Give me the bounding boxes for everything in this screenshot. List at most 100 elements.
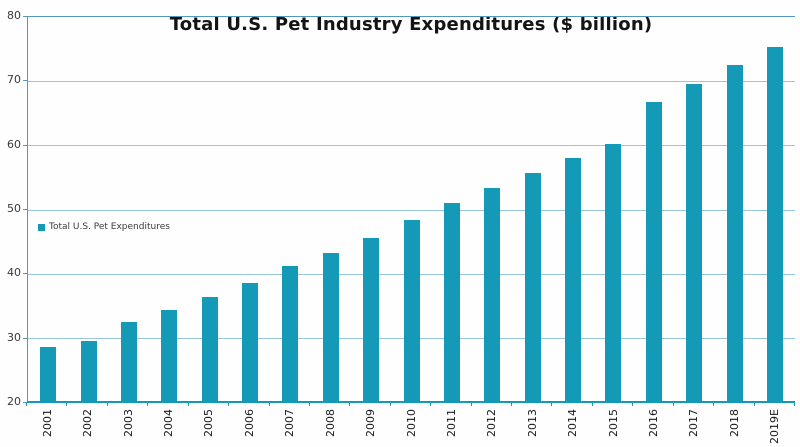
chart-title: Total U.S. Pet Industry Expenditures ($ …	[169, 14, 653, 35]
legend: Total U.S. Pet Expenditures	[38, 222, 170, 232]
y-tick-label: 80	[7, 9, 21, 22]
x-tick-mark	[430, 402, 432, 406]
bar-cell	[674, 17, 714, 402]
x-label-cell: 2002	[67, 409, 107, 447]
x-tick-label: 2007	[283, 409, 297, 437]
bar-cell	[513, 17, 553, 402]
x-tick-label: 2011	[444, 409, 458, 437]
gridline	[28, 209, 795, 211]
bar-cell	[311, 17, 351, 402]
y-tick-label: 60	[7, 137, 21, 151]
gridline	[28, 81, 795, 83]
x-tick-mark	[672, 402, 674, 406]
x-label-cell: 2005	[189, 409, 229, 447]
x-tick-label: 2008	[323, 409, 337, 437]
x-label-cell: 2019E	[755, 409, 795, 447]
x-tick-mark	[713, 402, 715, 406]
x-label-cell: 2007	[270, 409, 310, 447]
x-tick-mark	[106, 402, 108, 406]
x-label-cell: 2009	[350, 409, 390, 447]
x-axis-tick-marks	[26, 402, 795, 407]
y-tick-label: 70	[7, 73, 21, 87]
bar	[322, 253, 339, 402]
bar-cell	[472, 17, 512, 402]
x-label-cell: 2003	[108, 409, 148, 447]
bar	[242, 283, 259, 402]
x-tick-label: 2003	[121, 409, 135, 437]
y-tick-label: 20	[7, 395, 21, 408]
bar-cell	[28, 17, 68, 402]
bar	[726, 64, 743, 402]
x-tick-label: 2014	[566, 409, 580, 437]
x-tick-label: 2006	[242, 409, 256, 437]
plot-area	[27, 16, 795, 403]
x-label-cell: 2018	[714, 409, 754, 447]
x-tick-label: 2002	[81, 409, 95, 437]
x-tick-mark	[591, 402, 593, 406]
x-tick-label: 2016	[647, 409, 661, 437]
x-tick-mark	[794, 402, 795, 406]
y-tick-mark	[23, 337, 27, 339]
x-tick-mark	[187, 402, 189, 406]
x-tick-label: 2018	[727, 409, 741, 437]
x-tick-mark	[632, 402, 634, 406]
bar	[484, 188, 501, 402]
bar-cell	[351, 17, 391, 402]
bar-cell	[593, 17, 633, 402]
x-tick-mark	[389, 402, 391, 406]
x-tick-mark	[551, 402, 553, 406]
x-tick-label: 2013	[525, 409, 539, 437]
bar-cell	[553, 17, 593, 402]
y-tick-mark	[23, 80, 27, 82]
x-label-cell: 2016	[633, 409, 673, 447]
y-tick-mark	[23, 273, 27, 275]
x-label-cell: 2008	[310, 409, 350, 447]
bar-cell	[109, 17, 149, 402]
bar	[201, 297, 218, 402]
gridline	[28, 145, 795, 147]
x-tick-mark	[147, 402, 149, 406]
x-label-cell: 2014	[552, 409, 592, 447]
bar-cell	[270, 17, 310, 402]
x-label-cell: 2001	[27, 409, 67, 447]
bar	[120, 322, 137, 402]
bar	[80, 341, 97, 402]
x-label-cell: 2013	[512, 409, 552, 447]
x-tick-mark	[268, 402, 270, 406]
x-tick-label: 2012	[485, 409, 499, 437]
bar	[443, 203, 460, 402]
x-tick-mark	[349, 402, 351, 406]
y-tick-mark	[23, 402, 27, 403]
y-tick-mark	[23, 16, 27, 17]
y-tick-mark	[23, 144, 27, 146]
x-tick-label: 2005	[202, 409, 216, 437]
y-tick-label: 30	[7, 330, 21, 344]
bar-cell	[190, 17, 230, 402]
x-label-cell: 2017	[674, 409, 714, 447]
bar	[645, 102, 662, 402]
bar-cell	[714, 17, 754, 402]
bar	[40, 347, 57, 402]
x-axis-line	[27, 401, 795, 403]
bar-cell	[391, 17, 431, 402]
x-tick-mark	[308, 402, 310, 406]
bar	[766, 46, 783, 402]
x-tick-mark	[66, 402, 68, 406]
x-tick-label: 2001	[40, 409, 54, 437]
x-label-cell: 2011	[431, 409, 471, 447]
bar	[403, 220, 420, 402]
x-tick-mark	[753, 402, 755, 406]
bar-cell	[230, 17, 270, 402]
bar-series	[28, 17, 795, 402]
bar-cell	[755, 17, 795, 402]
x-tick-label: 2015	[606, 409, 620, 437]
y-tick-mark	[23, 209, 27, 210]
x-tick-mark	[228, 402, 230, 406]
bar-cell	[68, 17, 108, 402]
x-label-cell: 2012	[472, 409, 512, 447]
x-label-cell: 2004	[148, 409, 188, 447]
y-tick-label: 50	[7, 202, 21, 215]
bar	[282, 265, 299, 402]
bar	[524, 172, 541, 402]
